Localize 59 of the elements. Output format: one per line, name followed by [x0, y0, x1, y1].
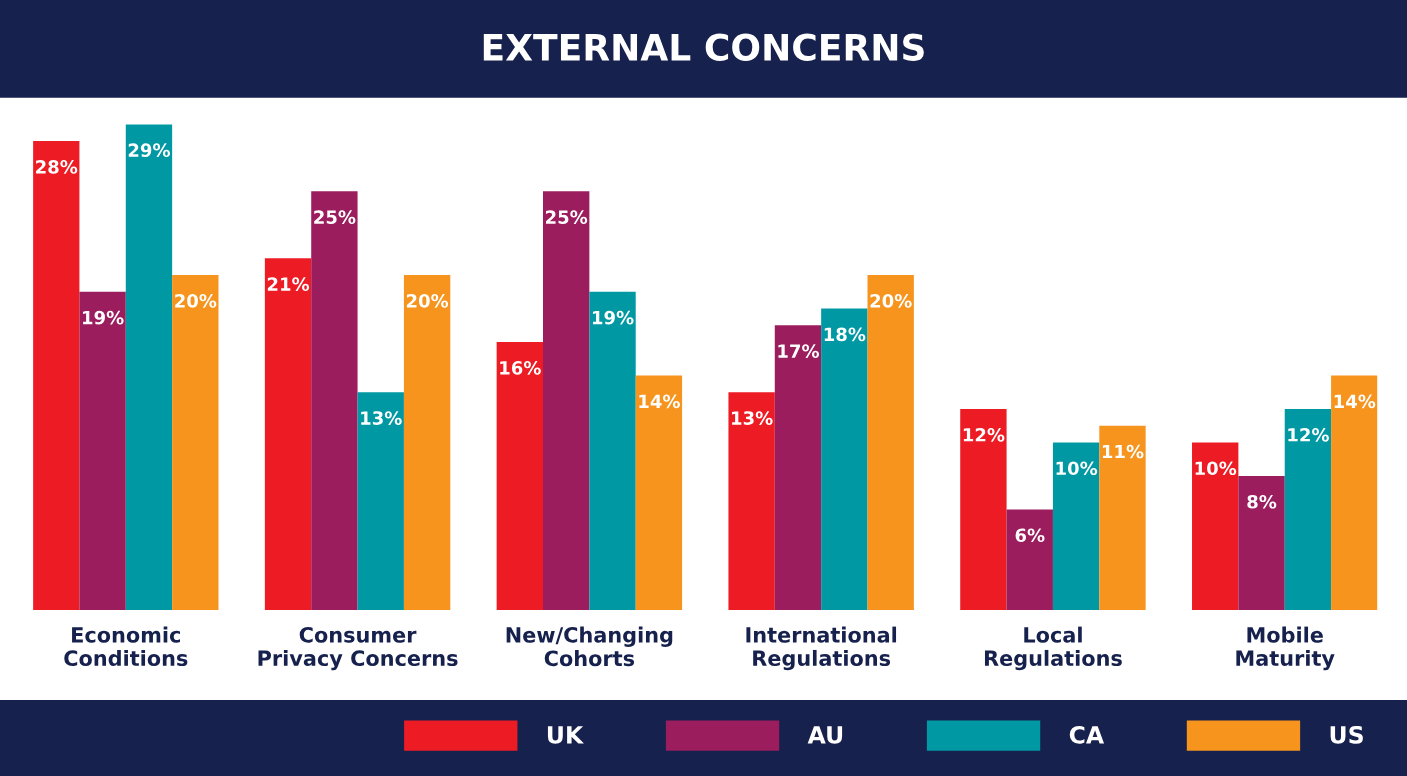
x-tick-label: New/Changing Cohorts — [506, 626, 673, 667]
data-label: 25% — [314, 210, 356, 224]
data-label: 16% — [500, 361, 541, 375]
data-label: 20% — [175, 294, 217, 308]
legend-label: UK — [547, 726, 584, 744]
x-tick-label: Local Regulations — [984, 626, 1122, 671]
data-label: 13% — [732, 411, 773, 425]
bar — [635, 375, 683, 610]
bar — [1238, 475, 1285, 610]
bar — [774, 325, 822, 610]
bar — [33, 141, 80, 610]
data-label: 21% — [267, 277, 310, 291]
data-label: 18% — [824, 327, 866, 342]
data-label: 10% — [1056, 461, 1098, 476]
data-label: 8% — [1247, 494, 1277, 509]
x-tick-label: Economic Conditions — [64, 626, 188, 667]
data-label: 25% — [546, 210, 588, 224]
bar — [1284, 409, 1332, 610]
bar — [264, 258, 312, 610]
data-label: 17% — [778, 344, 820, 358]
bar — [867, 275, 914, 610]
bar — [1099, 425, 1146, 610]
data-label: 20% — [406, 294, 449, 308]
bar — [960, 409, 1007, 610]
chart-title: EXTERNAL CONCERNS — [483, 33, 924, 61]
data-label: 12% — [963, 427, 1005, 442]
data-label: 14% — [639, 394, 680, 409]
data-label: 12% — [1288, 427, 1329, 442]
x-tick-label: International Regulations — [746, 626, 897, 671]
x-tick-label: Consumer Privacy Concerns — [258, 626, 458, 671]
data-label: 10% — [1195, 461, 1237, 476]
data-label: 14% — [1334, 394, 1376, 409]
bar — [125, 124, 173, 610]
data-label: 20% — [870, 294, 912, 308]
bar — [1006, 509, 1053, 610]
bar — [496, 342, 543, 610]
bar — [403, 275, 451, 610]
data-label: 11% — [1102, 444, 1144, 459]
data-label: 29% — [128, 143, 170, 157]
bar — [589, 291, 636, 610]
data-label: 19% — [83, 310, 124, 325]
data-label: 28% — [36, 160, 78, 174]
data-label: 6% — [1015, 528, 1045, 543]
bar — [172, 275, 219, 610]
bar — [79, 291, 126, 610]
bar — [1052, 442, 1100, 610]
bar — [1331, 375, 1378, 610]
bar — [821, 308, 868, 610]
legend-label: CA — [1069, 725, 1105, 744]
bar — [357, 392, 404, 610]
legend-label: AU — [807, 726, 843, 744]
legend-label: US — [1330, 725, 1363, 744]
bar — [311, 191, 358, 610]
data-label: 13% — [361, 411, 402, 425]
bar — [543, 191, 590, 610]
data-label: 19% — [592, 310, 634, 325]
bar — [728, 392, 775, 610]
x-tick-label: Mobile Maturity — [1236, 626, 1335, 671]
bar — [1192, 442, 1239, 610]
